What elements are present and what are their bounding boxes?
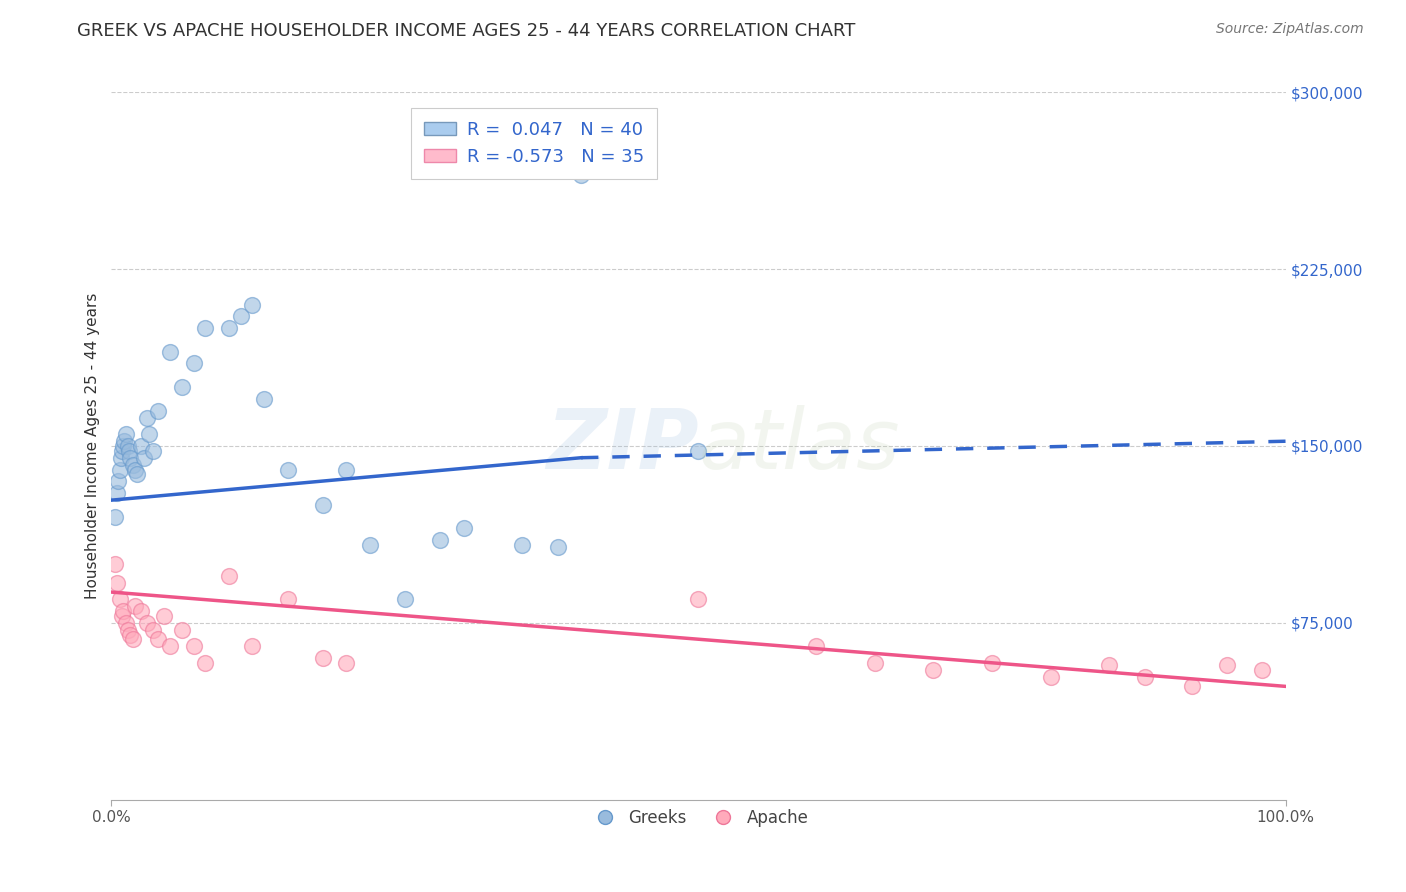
Point <box>922 663 945 677</box>
Point <box>111 608 134 623</box>
Point <box>159 344 181 359</box>
Point <box>1133 670 1156 684</box>
Point <box>117 623 139 637</box>
Text: atlas: atlas <box>699 406 900 486</box>
Point <box>312 651 335 665</box>
Point <box>135 615 157 630</box>
Point <box>120 627 142 641</box>
Point <box>107 475 129 489</box>
Point <box>124 599 146 614</box>
Point <box>240 640 263 654</box>
Point <box>118 443 141 458</box>
Point <box>129 604 152 618</box>
Point <box>121 458 143 472</box>
Point <box>218 568 240 582</box>
Point <box>335 462 357 476</box>
Point <box>108 592 131 607</box>
Point <box>569 168 592 182</box>
Point <box>127 467 149 482</box>
Point <box>111 443 134 458</box>
Point <box>688 443 710 458</box>
Point <box>141 443 163 458</box>
Point <box>104 509 127 524</box>
Point <box>218 321 240 335</box>
Point <box>134 450 156 465</box>
Point <box>135 410 157 425</box>
Point <box>104 557 127 571</box>
Point <box>105 575 128 590</box>
Point <box>170 380 193 394</box>
Point <box>1251 663 1274 677</box>
Text: Source: ZipAtlas.com: Source: ZipAtlas.com <box>1216 22 1364 37</box>
Point <box>112 439 135 453</box>
Point <box>804 640 827 654</box>
Point <box>148 403 170 417</box>
Point <box>277 462 299 476</box>
Point <box>1039 670 1062 684</box>
Point <box>359 538 381 552</box>
Point <box>124 462 146 476</box>
Point <box>110 450 132 465</box>
Point <box>153 608 176 623</box>
Point <box>170 623 193 637</box>
Y-axis label: Householder Income Ages 25 - 44 years: Householder Income Ages 25 - 44 years <box>86 293 100 599</box>
Point <box>129 439 152 453</box>
Point <box>117 439 139 453</box>
Point <box>277 592 299 607</box>
Point <box>547 541 569 555</box>
Legend: Greeks, Apache: Greeks, Apache <box>582 802 815 834</box>
Point <box>1181 679 1204 693</box>
Point <box>141 623 163 637</box>
Point <box>183 356 205 370</box>
Point <box>194 656 217 670</box>
Point <box>1098 658 1121 673</box>
Point <box>121 632 143 647</box>
Point <box>981 656 1004 670</box>
Point <box>688 592 710 607</box>
Point <box>512 538 534 552</box>
Point <box>240 297 263 311</box>
Point <box>114 427 136 442</box>
Point <box>453 521 475 535</box>
Point <box>114 615 136 630</box>
Point <box>105 486 128 500</box>
Point <box>108 462 131 476</box>
Point <box>312 498 335 512</box>
Point <box>863 656 886 670</box>
Text: ZIP: ZIP <box>546 406 699 486</box>
Point <box>253 392 276 406</box>
Point <box>1216 658 1239 673</box>
Point <box>148 632 170 647</box>
Point <box>138 427 160 442</box>
Point <box>229 310 252 324</box>
Point <box>159 640 181 654</box>
Point <box>394 592 416 607</box>
Point <box>120 450 142 465</box>
Point <box>335 656 357 670</box>
Point <box>112 604 135 618</box>
Point <box>194 321 217 335</box>
Point <box>112 434 135 449</box>
Text: GREEK VS APACHE HOUSEHOLDER INCOME AGES 25 - 44 YEARS CORRELATION CHART: GREEK VS APACHE HOUSEHOLDER INCOME AGES … <box>77 22 856 40</box>
Point <box>183 640 205 654</box>
Point <box>429 533 451 548</box>
